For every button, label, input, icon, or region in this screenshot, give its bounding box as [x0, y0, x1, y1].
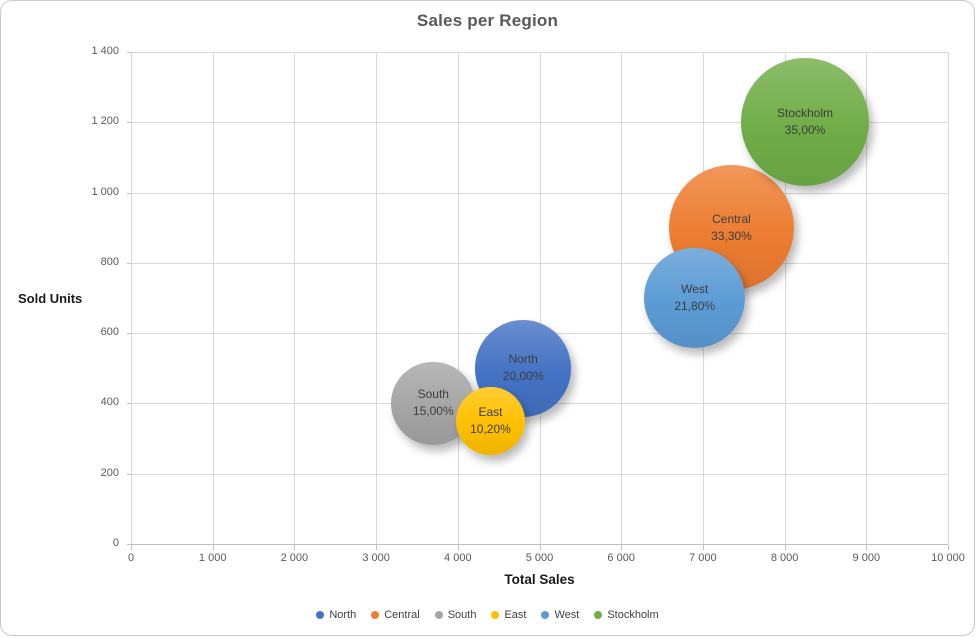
legend-item-north[interactable]: North	[316, 609, 356, 621]
y-axis-tick-mark	[127, 403, 131, 405]
chart-title: Sales per Region	[416, 11, 559, 30]
x-axis-tick-mark	[948, 545, 949, 550]
y-axis-title: Sold Units	[18, 291, 83, 306]
legend-item-east[interactable]: East	[491, 609, 526, 621]
x-tick-label: 3 000	[362, 552, 390, 564]
plot-area: 0 1 000 2 000 3 000 4 000 5 000 6 000 7 000 8 00…	[91, 45, 964, 564]
x-tick-label: 6 000	[607, 552, 635, 564]
legend-item-label: North	[329, 609, 357, 621]
legend-item-label: West	[554, 609, 580, 621]
bubble-name-label: Central	[712, 211, 751, 226]
y-gridline	[131, 473, 948, 475]
x-axis-tick-mark	[866, 545, 868, 550]
y-tick-label: 800	[100, 255, 119, 268]
x-gridline	[621, 52, 623, 544]
legend-marker-icon	[541, 611, 550, 619]
x-tick-label: 0	[127, 552, 135, 564]
bubble-size-label: 10,20%	[470, 421, 511, 436]
bubble-name-label: East	[478, 404, 503, 419]
legend-marker-icon	[491, 611, 500, 619]
y-tick-label: 200	[100, 466, 119, 479]
legend-marker-icon	[594, 611, 603, 619]
legend-marker-icon	[316, 611, 325, 619]
y-axis-tick-mark	[127, 333, 131, 335]
bubble-name-label: North	[508, 352, 538, 367]
bubble-east[interactable]: East 10,20%	[455, 386, 525, 456]
x-axis-line	[131, 544, 948, 545]
y-gridline	[131, 192, 948, 194]
bubble-name-label: Stockholm	[777, 106, 834, 121]
legend: North Central South East West Stockholm	[1, 609, 974, 621]
bubble-name-label: West	[681, 281, 709, 296]
x-gridline	[784, 52, 786, 544]
x-tick-label: 1 000	[198, 552, 227, 564]
x-tick-label: 8 000	[770, 552, 799, 564]
x-tick-label: 9 000	[852, 552, 881, 564]
x-tick-label: 7 000	[689, 552, 717, 564]
x-gridline	[212, 52, 214, 544]
y-gridline	[131, 52, 948, 53]
y-axis-tick-mark	[127, 544, 131, 545]
x-axis-tick-mark	[294, 545, 296, 550]
legend-marker-icon	[434, 611, 443, 619]
y-tick-label: 1 000	[91, 185, 119, 198]
bubble-west[interactable]: West 21,80%	[644, 247, 746, 349]
x-tick-label: 2 000	[280, 552, 309, 564]
legend-item-south[interactable]: South	[434, 609, 477, 621]
x-axis-tick-mark	[376, 545, 378, 550]
bubble-size-label: 20,00%	[502, 369, 544, 384]
bubble-size-label: 33,30%	[711, 228, 752, 243]
x-gridline	[539, 52, 541, 544]
x-axis-tick-mark	[539, 545, 541, 550]
bubble-size-label: 15,00%	[412, 404, 454, 419]
legend-item-stockholm[interactable]: Stockholm	[594, 609, 659, 621]
legend-item-label: South	[447, 609, 477, 621]
x-tick-label: 5 000	[525, 552, 554, 564]
y-tick-label: 1 400	[91, 45, 119, 57]
x-axis-tick-mark	[702, 545, 704, 550]
x-gridline	[866, 52, 868, 544]
x-gridline	[294, 52, 296, 544]
y-tick-label: 0	[112, 537, 119, 549]
legend-marker-icon	[371, 611, 380, 619]
y-axis-tick-mark	[127, 122, 131, 124]
y-axis-tick-mark	[127, 192, 131, 194]
x-tick-label: 4 000	[444, 552, 472, 564]
legend-item-central[interactable]: Central	[371, 609, 420, 621]
y-axis-tick-mark	[127, 473, 131, 475]
y-axis-tick-mark	[127, 52, 131, 53]
bubble-stockholm[interactable]: Stockholm 35,00%	[741, 58, 869, 187]
x-tick-label: 10 000	[931, 552, 965, 564]
x-axis-tick-mark	[784, 545, 786, 550]
x-axis-tick-mark	[457, 545, 459, 550]
x-axis-tick-mark	[212, 545, 214, 550]
y-gridline	[131, 262, 948, 264]
y-tick-label: 600	[100, 326, 119, 339]
bubble-size-label: 21,80%	[674, 298, 716, 313]
bubble-name-label: South	[417, 387, 449, 402]
legend-item-west[interactable]: West	[541, 609, 579, 621]
y-tick-label: 1 200	[91, 115, 119, 128]
x-axis-tick-mark	[621, 545, 623, 550]
y-gridline	[131, 122, 948, 124]
x-gridline	[457, 52, 459, 544]
y-tick-label: 400	[100, 396, 119, 409]
x-axis-tick-mark	[131, 545, 132, 550]
x-axis-title: Total Sales	[504, 572, 575, 587]
bubble-size-label: 35,00%	[784, 123, 826, 138]
x-gridline	[948, 52, 949, 544]
x-gridline	[376, 52, 378, 544]
legend-item-label: Central	[384, 609, 420, 621]
legend-item-label: East	[504, 609, 527, 621]
legend-item-label: Stockholm	[607, 609, 659, 621]
x-gridline	[131, 52, 132, 544]
y-axis-tick-mark	[127, 262, 131, 264]
